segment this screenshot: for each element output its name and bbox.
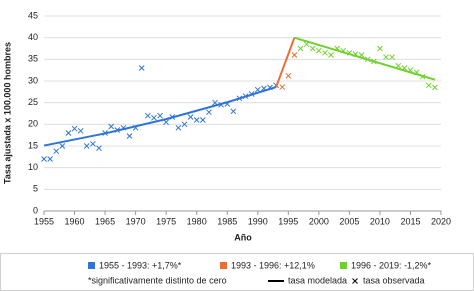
y-tick-label: 45 [28, 10, 38, 20]
x-axis-label: Año [234, 232, 252, 242]
x-tick-label: 2020 [431, 216, 451, 226]
observed-marker [181, 121, 188, 128]
observed-marker [126, 133, 133, 139]
x-tick-label: 1960 [65, 216, 85, 226]
observed-marker [138, 65, 145, 71]
y-tick-label: 25 [28, 97, 38, 107]
observed-marker [77, 127, 84, 134]
y-tick-label: 20 [28, 119, 38, 129]
fitted-line [43, 86, 277, 147]
observed-marker [352, 278, 358, 284]
legend-label: tasa modelada [288, 275, 347, 285]
fitted-line [275, 37, 296, 88]
legend-label: 1955 - 1993: +1,7%* [99, 260, 182, 270]
legend-swatch [220, 262, 227, 269]
observed-marker [206, 109, 212, 116]
x-tick-label: 1955 [34, 216, 54, 226]
observed-marker [432, 84, 438, 91]
observed-marker [425, 82, 432, 89]
y-tick-label: 40 [28, 32, 38, 42]
x-tick-label: 2000 [309, 216, 329, 226]
legend-swatch [88, 262, 95, 269]
observed-marker [108, 123, 115, 130]
observed-marker [71, 125, 78, 132]
legend-label: tasa observada [363, 275, 425, 285]
observed-marker [383, 54, 389, 61]
observed-marker [157, 112, 163, 119]
x-tick-label: 1985 [217, 216, 237, 226]
observed-marker [297, 45, 304, 52]
observed-marker [65, 130, 72, 136]
x-tick-label: 1975 [156, 216, 176, 226]
x-tick-label: 1965 [95, 216, 115, 226]
legend-swatch [340, 262, 347, 269]
observed-marker [377, 45, 383, 52]
fitted-line [294, 36, 436, 81]
x-tick-label: 1980 [187, 216, 207, 226]
observed-marker [53, 148, 60, 155]
y-tick-label: 0 [33, 205, 38, 215]
legend-label: 1996 - 2019: -1,2%* [351, 260, 432, 270]
x-tick-label: 1995 [278, 216, 298, 226]
observed-marker [389, 54, 395, 61]
observed-marker [309, 45, 316, 52]
observed-marker [187, 114, 194, 120]
observed-marker [90, 140, 96, 147]
x-tick-label: 1990 [248, 216, 268, 226]
observed-marker [41, 156, 47, 162]
y-tick-label: 10 [28, 162, 38, 172]
observed-marker [291, 52, 298, 58]
observed-marker [322, 49, 328, 56]
x-tick-label: 2015 [400, 216, 420, 226]
observed-marker [47, 156, 53, 162]
observed-marker [151, 114, 157, 121]
x-tick-label: 2010 [370, 216, 390, 226]
y-tick-label: 30 [28, 75, 38, 85]
y-tick-label: 35 [28, 54, 38, 64]
observed-marker [144, 112, 151, 119]
observed-marker [328, 52, 334, 58]
observed-marker [279, 84, 286, 90]
observed-marker [193, 117, 200, 123]
x-tick-label: 1970 [126, 216, 146, 226]
y-tick-label: 15 [28, 140, 38, 150]
observed-marker [96, 145, 102, 152]
legend-label: 1993 - 1996: +12,1% [231, 260, 315, 270]
y-axis-label: Tasa ajustada x 100.000 hombres [2, 42, 12, 184]
legend-note: *significativamente distinto de cero [88, 275, 227, 285]
x-tick-label: 2005 [339, 216, 359, 226]
observed-marker [59, 143, 66, 149]
observed-marker [230, 108, 237, 115]
observed-marker [175, 124, 182, 131]
observed-marker [83, 143, 90, 149]
observed-marker [285, 72, 292, 79]
y-tick-label: 5 [33, 184, 38, 194]
observed-marker [199, 117, 206, 123]
observed-marker [315, 47, 322, 54]
